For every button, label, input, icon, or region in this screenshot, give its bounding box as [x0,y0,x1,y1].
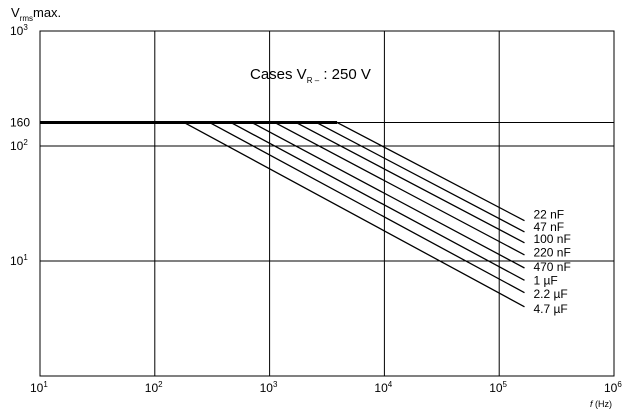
y-axis-label: Vrmsmax. [11,5,61,23]
series-label: 4.7 µF [533,302,567,316]
series-label: 100 nF [533,232,570,246]
x-tick-label: 105 [489,380,507,395]
x-axis-label: f (Hz) [590,399,612,409]
plot-frame [39,30,615,377]
y-tick-label: 102 [10,138,28,153]
series-line [40,121,525,222]
x-tick-label: 101 [30,380,48,395]
series-line [40,121,525,269]
x-tick-labels: 101 102 103 104 105 106 [30,380,622,395]
x-tick-label: 104 [374,380,392,395]
series-label: 220 nF [533,245,570,259]
y-tick-label: 160 [10,116,30,130]
y-tick-label: 103 [10,23,28,38]
series-label: 22 nF [533,208,564,222]
y-tick-label: 101 [10,253,28,268]
x-tick-label: 106 [604,380,622,395]
series-lines [40,121,525,308]
series-line [40,121,525,256]
case-voltage-annotation: Cases VR – : 250 V [250,66,371,85]
series-label: 1 µF [533,273,557,287]
series-label: 470 nF [533,260,570,274]
x-tick-label: 103 [260,380,278,395]
x-tick-label: 102 [145,380,163,395]
series-label: 2.2 µF [533,287,567,301]
y-tick-labels: 101 102 160 103 [10,23,30,268]
series-label: 47 nF [533,220,564,234]
